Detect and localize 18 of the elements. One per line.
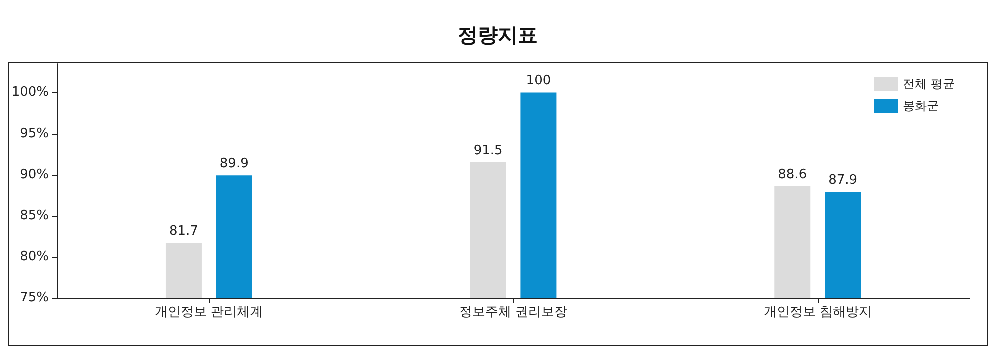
data-label: 81.7 bbox=[169, 224, 198, 239]
data-label: 89.9 bbox=[220, 156, 249, 172]
data-label: 88.6 bbox=[778, 167, 808, 182]
data-label: 100 bbox=[526, 74, 552, 89]
data-label: 87.9 bbox=[828, 173, 858, 188]
legend-label: 전체 평균 bbox=[903, 77, 956, 91]
y-tick-label: 100% bbox=[12, 85, 49, 100]
legend-label: 봉화군 bbox=[903, 99, 940, 113]
x-tick-label: 개인정보 관리체계 bbox=[155, 305, 264, 320]
y-tick-label: 85% bbox=[20, 208, 49, 224]
y-tick-label: 75% bbox=[20, 290, 49, 306]
x-tick-label: 정보주체 권리보장 bbox=[459, 305, 568, 320]
x-tick-label: 개인정보 침해방지 bbox=[764, 305, 872, 320]
chart-title: 정량지표 bbox=[458, 23, 538, 47]
y-tick-label: 95% bbox=[20, 126, 49, 142]
y-tick-label: 80% bbox=[20, 249, 49, 264]
y-tick-label: 90% bbox=[20, 167, 49, 182]
data-label: 91.5 bbox=[474, 144, 503, 159]
